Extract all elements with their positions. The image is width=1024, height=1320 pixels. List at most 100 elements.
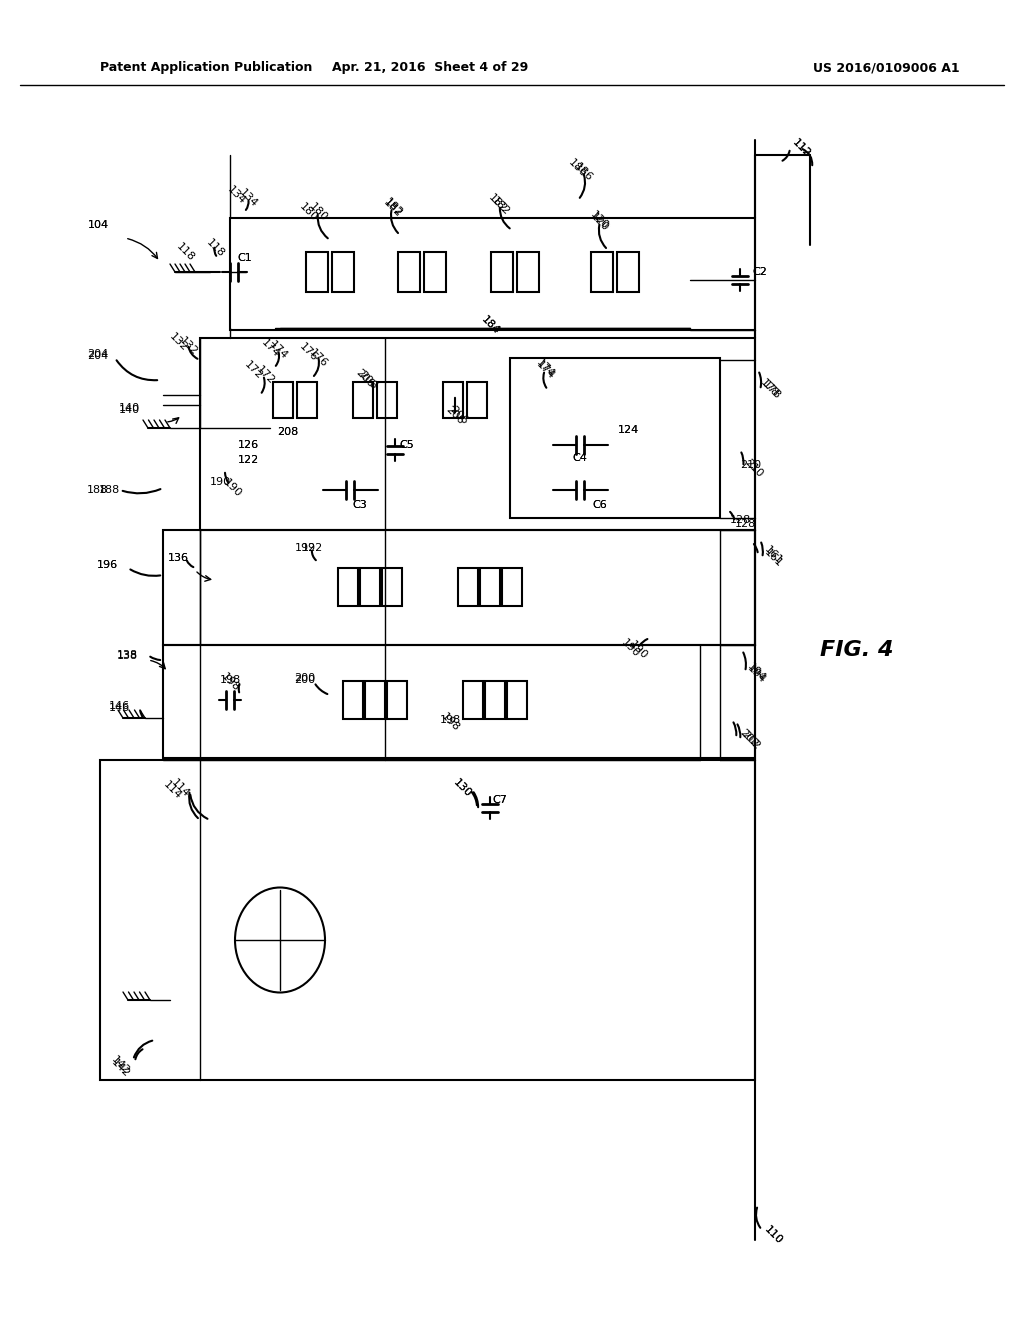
- Text: 210: 210: [740, 459, 761, 470]
- Text: 198: 198: [439, 711, 461, 733]
- Text: C5: C5: [399, 440, 415, 450]
- Text: 190: 190: [618, 638, 641, 659]
- Text: 186: 186: [572, 161, 594, 183]
- Text: 130: 130: [451, 777, 473, 799]
- Text: 120: 120: [588, 209, 610, 231]
- Text: 176: 176: [307, 347, 329, 370]
- Bar: [365, 681, 385, 719]
- Text: 110: 110: [762, 1224, 784, 1246]
- Text: 124: 124: [618, 425, 639, 436]
- Bar: [382, 568, 402, 606]
- Text: 146: 146: [109, 701, 130, 711]
- Text: C6: C6: [593, 500, 607, 510]
- Text: 120: 120: [588, 211, 610, 234]
- Text: 114: 114: [161, 779, 183, 801]
- Text: 204: 204: [87, 348, 108, 359]
- Text: 206: 206: [444, 404, 466, 426]
- Text: 200: 200: [295, 675, 315, 685]
- Text: 136: 136: [168, 553, 188, 564]
- Text: C7: C7: [493, 795, 508, 805]
- Text: 196: 196: [97, 560, 118, 570]
- Bar: [517, 252, 539, 292]
- Bar: [507, 681, 527, 719]
- Text: 208: 208: [278, 426, 299, 437]
- Text: 140: 140: [119, 403, 140, 413]
- Text: 122: 122: [238, 455, 259, 465]
- Text: 174: 174: [267, 339, 289, 362]
- Bar: [332, 252, 354, 292]
- Text: 208: 208: [278, 426, 299, 437]
- Bar: [200, 338, 755, 531]
- Text: 180: 180: [297, 201, 319, 223]
- Text: 182: 182: [488, 195, 511, 216]
- Text: 182: 182: [486, 191, 508, 214]
- Text: C5: C5: [399, 440, 415, 450]
- Text: C2: C2: [752, 267, 767, 277]
- Bar: [463, 681, 483, 719]
- Bar: [485, 681, 505, 719]
- Text: C1: C1: [238, 253, 252, 263]
- Text: C6: C6: [593, 500, 607, 510]
- Text: 192: 192: [294, 543, 315, 553]
- Bar: [480, 568, 500, 606]
- Bar: [100, 760, 755, 1080]
- Text: 110: 110: [762, 1224, 784, 1246]
- Bar: [398, 252, 420, 292]
- Text: 198: 198: [219, 671, 241, 693]
- Text: 206: 206: [357, 370, 379, 391]
- Bar: [343, 681, 362, 719]
- Text: 198: 198: [439, 715, 461, 725]
- Text: 136: 136: [168, 553, 188, 564]
- Text: 161: 161: [762, 546, 784, 569]
- Text: 200: 200: [295, 673, 315, 682]
- Text: 128: 128: [730, 515, 752, 525]
- Bar: [424, 252, 446, 292]
- Text: 122: 122: [238, 455, 259, 465]
- Text: 128: 128: [735, 519, 757, 529]
- Text: 206: 206: [447, 404, 470, 426]
- Bar: [617, 252, 639, 292]
- Text: C4: C4: [572, 453, 588, 463]
- Text: 118: 118: [204, 238, 226, 259]
- Text: 138: 138: [117, 651, 138, 661]
- Text: 126: 126: [238, 440, 259, 450]
- Text: 204: 204: [87, 351, 108, 360]
- Text: 188: 188: [87, 484, 108, 495]
- Text: 172: 172: [254, 364, 276, 385]
- Text: 132: 132: [167, 331, 189, 352]
- Text: 182: 182: [381, 197, 403, 219]
- Text: 184: 184: [479, 314, 501, 337]
- Text: C2: C2: [752, 267, 767, 277]
- Text: 206: 206: [354, 367, 376, 389]
- Bar: [360, 568, 380, 606]
- Bar: [163, 645, 755, 758]
- Text: 182: 182: [382, 195, 404, 218]
- Text: 190: 190: [210, 477, 230, 487]
- Bar: [467, 381, 487, 418]
- Text: 104: 104: [88, 220, 110, 230]
- Text: 186: 186: [566, 157, 588, 180]
- Text: 190: 190: [627, 639, 649, 661]
- Text: US 2016/0109006 A1: US 2016/0109006 A1: [813, 62, 961, 74]
- Bar: [591, 252, 613, 292]
- Bar: [387, 681, 407, 719]
- Text: 130: 130: [451, 777, 473, 799]
- Text: 114: 114: [169, 777, 191, 799]
- Text: C7: C7: [493, 795, 508, 805]
- Text: 194: 194: [745, 661, 767, 682]
- Bar: [443, 381, 463, 418]
- Text: 174: 174: [534, 359, 556, 381]
- Text: 202: 202: [740, 729, 762, 751]
- Text: Apr. 21, 2016  Sheet 4 of 29: Apr. 21, 2016 Sheet 4 of 29: [332, 62, 528, 74]
- Text: 184: 184: [479, 314, 501, 337]
- Text: 202: 202: [738, 727, 760, 748]
- Text: 178: 178: [760, 379, 782, 401]
- Text: 140: 140: [119, 405, 140, 414]
- Bar: [306, 252, 328, 292]
- Bar: [297, 381, 317, 418]
- Text: C3: C3: [352, 500, 368, 510]
- Text: C4: C4: [572, 453, 588, 463]
- Text: 112: 112: [790, 137, 812, 158]
- Text: 178: 178: [758, 378, 780, 399]
- Bar: [510, 358, 720, 517]
